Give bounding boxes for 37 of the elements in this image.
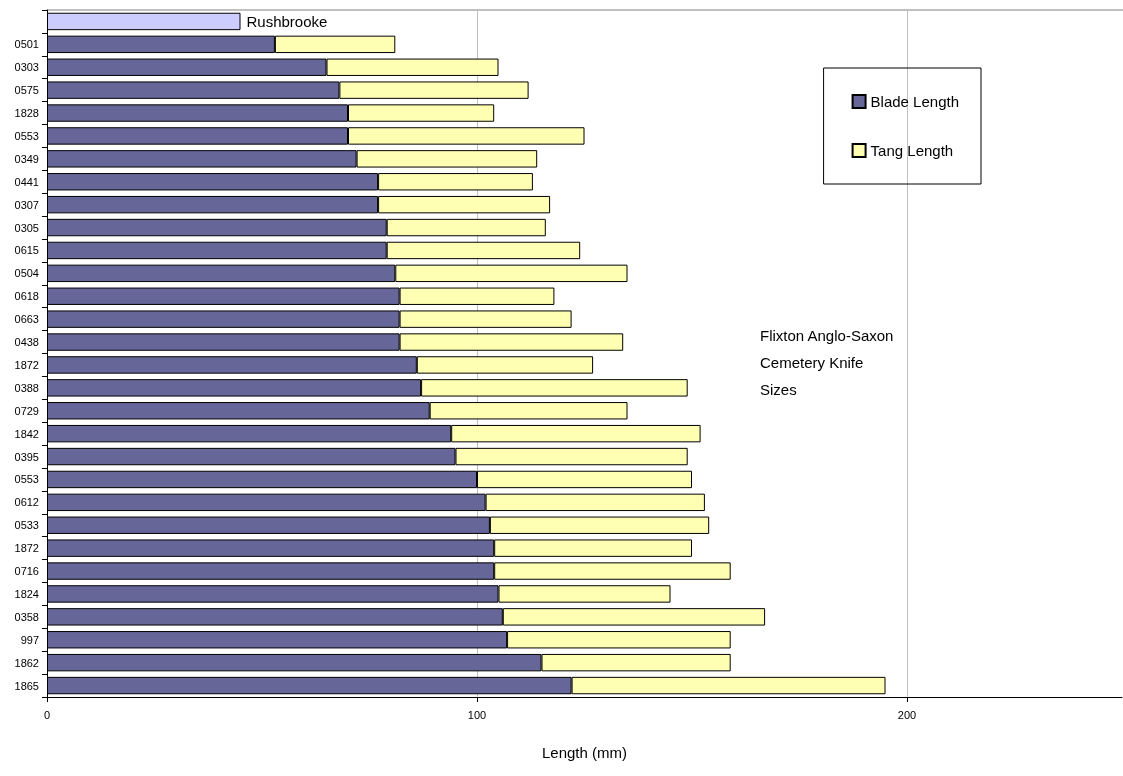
x-axis-title: Length (mm) [541,744,628,761]
y-tick-label: 997 [20,633,39,646]
y-tick-label: 0612 [14,496,39,509]
y-tick-label: 0349 [14,152,39,165]
annotation: Flixton Anglo-Saxon Cemetery Knife Sizes [760,327,898,398]
y-tick-label: 0729 [14,404,39,417]
y-tick-label: 0553 [14,129,39,142]
y-tick-label: 0553 [14,473,39,486]
series-label: Rushbrooke [246,12,328,30]
y-tick-label: 0307 [14,198,39,211]
y-tick-label: 1842 [14,427,39,440]
y-tick-label: 0438 [14,336,39,349]
y-tick-label: 0305 [14,221,39,234]
y-tick-label: 1865 [14,679,39,692]
y-tick-label: 0615 [14,244,39,257]
y-tick-label: 1824 [14,587,39,600]
y-tick-label: 0618 [14,290,39,303]
x-tick-label: 200 [897,708,917,721]
x-tick-label: 100 [467,708,487,721]
y-tick-label: 0663 [14,313,39,326]
y-tick-label: 0303 [14,61,39,74]
x-tick-label: 0 [43,708,51,721]
y-tick-label: 0716 [14,565,39,578]
y-tick-label: 0501 [14,38,39,51]
y-tick-label: 1828 [14,107,39,120]
y-tick-label: 0441 [14,175,39,188]
legend-label: Tang Length [870,142,954,159]
y-tick-label: 0533 [14,519,39,532]
y-tick-label: 1862 [14,656,39,669]
y-tick-label: 0504 [14,267,39,280]
y-tick-label: 0358 [14,610,39,623]
y-tick-label: 1872 [14,542,39,555]
y-tick-label: 0575 [14,84,39,97]
y-tick-label: 1872 [14,358,39,371]
y-tick-label: 0395 [14,450,39,463]
legend-label: Blade Length [870,93,960,110]
y-tick-label: 0388 [14,381,39,394]
